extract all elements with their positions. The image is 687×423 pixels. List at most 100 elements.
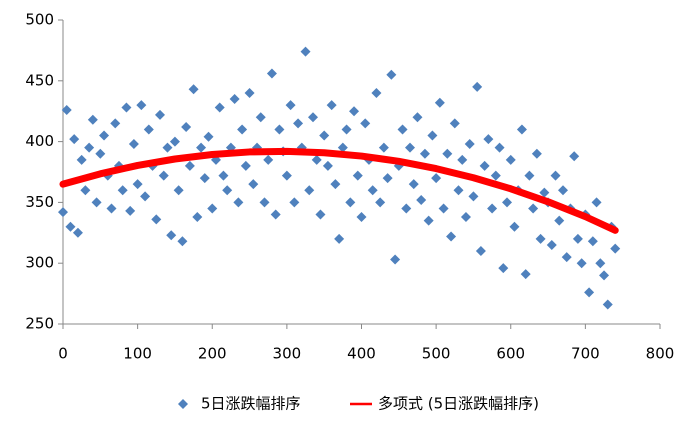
scatter-point [266,68,277,79]
scatter-point [199,173,210,184]
scatter-point [214,102,225,113]
scatter-point [289,197,300,208]
y-tick-label: 300 [25,254,54,272]
scatter-point [576,258,587,269]
legend-label: 多项式 (5日涨跌幅排序) [378,395,539,413]
scatter-point [382,173,393,184]
scatter-point [610,243,621,254]
scatter-point [181,122,192,133]
scatter-point [587,236,598,247]
y-tick-label: 400 [25,132,54,150]
scatter-point [405,142,416,153]
scatter-point [117,185,128,196]
scatter-point [453,185,464,196]
scatter-point [449,118,460,129]
y-tick-label: 450 [25,71,54,89]
scatter-point [255,112,266,123]
scatter-point [222,185,233,196]
scatter-point [341,124,352,135]
scatter-point [218,170,229,181]
scatter-point [438,203,449,214]
scatter-point [188,84,199,95]
scatter-point [151,214,162,225]
scatter-point [442,148,453,159]
legend-label: 5日涨跌幅排序 [201,395,301,413]
scatter-point [326,100,337,111]
scatter-point [91,197,102,208]
scatter-point [356,211,367,222]
scatter-point [166,230,177,241]
x-tick-label: 300 [273,345,302,363]
scatter-point [229,94,240,105]
scatter-point [65,221,76,232]
scatter-point [572,233,583,244]
scatter-point [475,246,486,257]
scatter-point [311,154,322,165]
x-tick-label: 400 [347,345,376,363]
scatter-point [293,118,304,129]
scatter-point [401,203,412,214]
scatter-point [307,112,318,123]
scatter-point [192,211,203,222]
scatter-point [304,185,315,196]
x-tick-label: 600 [496,345,525,363]
scatter-point [76,154,87,165]
scatter-point [173,185,184,196]
scatter-point [457,154,468,165]
scatter-point [375,197,386,208]
scatter-point [177,236,188,247]
x-tick-label: 100 [123,345,152,363]
scatter-point [233,197,244,208]
scatter-point [528,203,539,214]
scatter-point [140,191,151,202]
scatter-point [184,160,195,171]
scatter-point [158,170,169,181]
scatter-point [274,124,285,135]
scatter-point [322,160,333,171]
scatter-point [371,87,382,98]
scatter-point [143,124,154,135]
scatter-point [345,197,356,208]
scatter-point [431,173,442,184]
scatter-point [490,170,501,181]
scatter-point [427,130,438,141]
scatter-point [349,106,360,117]
scatter-point [479,160,490,171]
scatter-point [390,254,401,265]
scatter-point [535,233,546,244]
scatter-point [110,118,121,129]
scatter-point [554,215,565,226]
scatter-point [591,197,602,208]
scatter-point [423,215,434,226]
x-tick-label: 500 [422,345,451,363]
x-tick-label: 700 [571,345,600,363]
scatter-point [270,209,281,220]
scatter-point [330,179,341,190]
scatter-point [196,142,207,153]
scatter-point [419,148,430,159]
scatter-point [263,154,274,165]
scatter-point [125,205,136,216]
scatter-point [412,112,423,123]
scatter-point [155,109,166,120]
y-tick-label: 250 [25,315,54,333]
scatter-point [337,142,348,153]
scatter-point [259,197,270,208]
scatter-point [69,134,80,145]
y-tick-label: 350 [25,193,54,211]
legend-marker [178,399,188,409]
scatter-point [128,139,139,150]
x-tick-label: 200 [198,345,227,363]
scatter-point [408,179,419,190]
scatter-point [524,170,535,181]
scatter-point [132,179,143,190]
scatter-point [367,185,378,196]
scatter-point [106,203,117,214]
scatter-point [240,160,251,171]
scatter-point [550,170,561,181]
scatter-point [237,124,248,135]
scatter-point [80,185,91,196]
scatter-point [569,151,580,162]
scatter-point [248,179,259,190]
scatter-point [300,46,311,57]
